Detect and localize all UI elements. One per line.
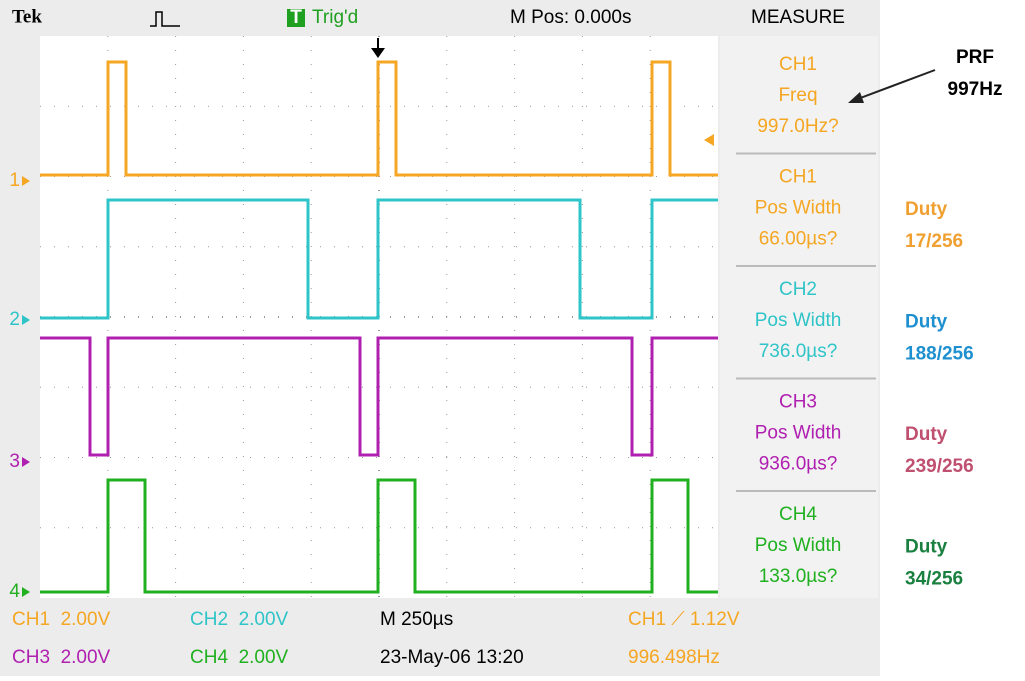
- footer-text: CH1 ⟋ 1.12V: [628, 609, 740, 630]
- measure-channel: CH1: [779, 167, 817, 188]
- position: M Pos: 0.000s: [510, 7, 631, 28]
- measure-channel: CH4: [779, 504, 817, 525]
- measure-value: 936.0µs?: [759, 454, 838, 475]
- measure-label: Pos Width: [755, 310, 842, 331]
- screenshot: Tek T Trig'd M Pos: 0.000s MEASURE PRF 9…: [0, 0, 1025, 676]
- prf-value: 997Hz: [948, 79, 1003, 100]
- ground-marker: 2: [9, 309, 20, 330]
- trigger-icon: T: [290, 7, 302, 28]
- measure-label: Pos Width: [755, 535, 842, 556]
- duty-value: 34/256: [905, 569, 963, 590]
- duty-label: Duty: [905, 312, 948, 333]
- ground-marker: 4: [9, 581, 20, 602]
- footer-text: CH2 2.00V: [190, 609, 289, 630]
- ground-marker: 3: [9, 451, 20, 472]
- brand: Tek: [12, 6, 42, 27]
- measure-label: Pos Width: [755, 423, 842, 444]
- page: {"header": {"brand": "Tek", "trigger_ico…: [0, 0, 1025, 676]
- measure-value: 66.00µs?: [759, 229, 838, 250]
- measure-channel: CH1: [779, 54, 817, 75]
- measure-value: 997.0Hz?: [757, 116, 838, 137]
- footer-text: CH4 2.00V: [190, 647, 289, 668]
- measure-channel: CH2: [779, 279, 817, 300]
- footer-text: 996.498Hz: [628, 647, 720, 668]
- duty-label: Duty: [905, 537, 948, 558]
- duty-value: 239/256: [905, 456, 974, 477]
- measure-value: 133.0µs?: [759, 566, 838, 587]
- measure-label: Freq: [778, 85, 817, 106]
- duty-value: 17/256: [905, 231, 963, 252]
- measure-channel: CH3: [779, 392, 817, 413]
- footer-text: 23-May-06 13:20: [380, 647, 524, 668]
- trigger-status: Trig'd: [312, 7, 358, 28]
- duty-value: 188/256: [905, 344, 974, 365]
- prf-label: PRF: [956, 47, 994, 68]
- duty-label: Duty: [905, 199, 948, 220]
- menu-title: MEASURE: [751, 7, 845, 28]
- measure-value: 736.0µs?: [759, 341, 838, 362]
- ground-marker: 1: [9, 170, 20, 191]
- duty-label: Duty: [905, 424, 948, 445]
- footer-text: CH1 2.00V: [12, 609, 111, 630]
- footer-text: CH3 2.00V: [12, 647, 111, 668]
- measure-label: Pos Width: [755, 198, 842, 219]
- footer-text: M 250µs: [380, 609, 453, 630]
